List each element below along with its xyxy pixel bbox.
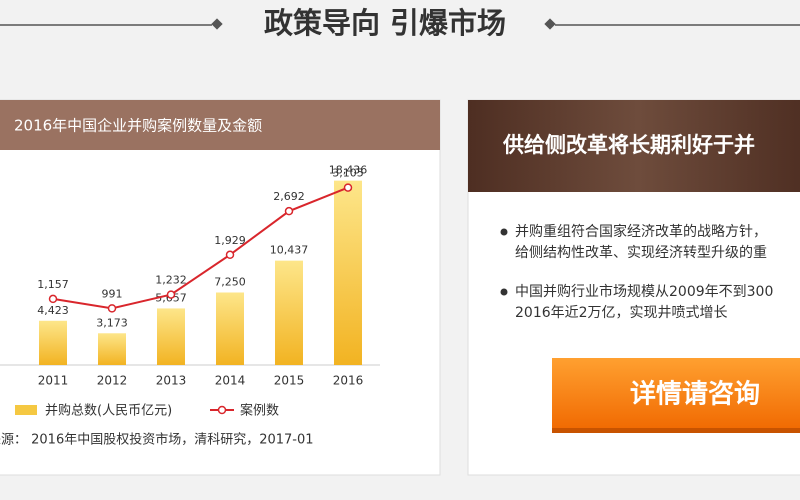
bar [334,180,362,365]
x-tick-label: 2016 [333,374,364,388]
line-point [284,206,294,216]
bar [216,292,244,365]
x-tick-label: 2014 [215,374,246,388]
line-point [343,183,353,192]
x-tick-label: 2013 [156,374,187,388]
bar-value-label: 7,250 [214,276,246,289]
button-shadow [552,428,800,433]
bar [39,320,67,365]
line-value-label: 1,232 [155,274,187,287]
button-label[interactable]: 详情请咨询 [630,379,760,410]
bullet-text: 中国并购行业市场规模从2009年不到300 [515,283,773,300]
panel-title: 供给侧改革将长期利好于并 [502,133,755,157]
line-value-label: 1,929 [214,234,246,247]
line-point [48,294,58,304]
line-value-label: 991 [102,287,123,300]
bullet-dot [500,288,508,296]
legend-label: 案例数 [240,404,279,419]
legend-swatch [217,405,227,415]
bullet-text: 并购重组符合国家经济改革的战略方针， [515,223,767,240]
line-value-label: 3,105 [332,167,364,180]
bar [275,260,303,365]
line-value-label: 1,157 [37,278,69,291]
x-tick-label: 2012 [97,374,128,388]
bar-value-label: 3,173 [96,316,128,329]
line-point [107,304,117,313]
bar [157,308,185,365]
line-value-label: 2,692 [273,190,305,203]
bar-value-label: 4,423 [37,304,69,317]
bar-value-label: 10,437 [270,244,309,257]
bullet-list: 并购重组符合国家经济改革的战略方针， 给侧结构性改革、实现经济转型升级的重中国并购… [500,223,773,321]
legend-swatch [15,405,37,415]
info-card-header [468,100,800,192]
legend-label: 并购总数(人民币亿元) [45,403,172,419]
consult-button[interactable] [552,358,800,432]
page-title: 政策导向 引爆市场 [264,6,506,40]
line-point [225,250,235,260]
bar [98,333,126,365]
chart-card-header [0,100,440,150]
bar-value-label: 18,436 [329,164,368,177]
bullet-text: 给侧结构性改革、实现经济转型升级的重 [515,245,767,261]
chart-title: 2016年中国企业并购案例数量及金额 [14,117,262,135]
bullet-text: 2016年近2万亿，实现井喷式增长 [515,305,728,321]
x-tick-label: 2011 [38,374,69,388]
source: 来源： 2016年中国股权投资市场，清科研究，2017-01 [0,432,314,448]
line-point [166,290,176,299]
bullet-dot [500,228,508,236]
line [52,186,349,310]
x-tick-label: 2015 [274,374,305,388]
